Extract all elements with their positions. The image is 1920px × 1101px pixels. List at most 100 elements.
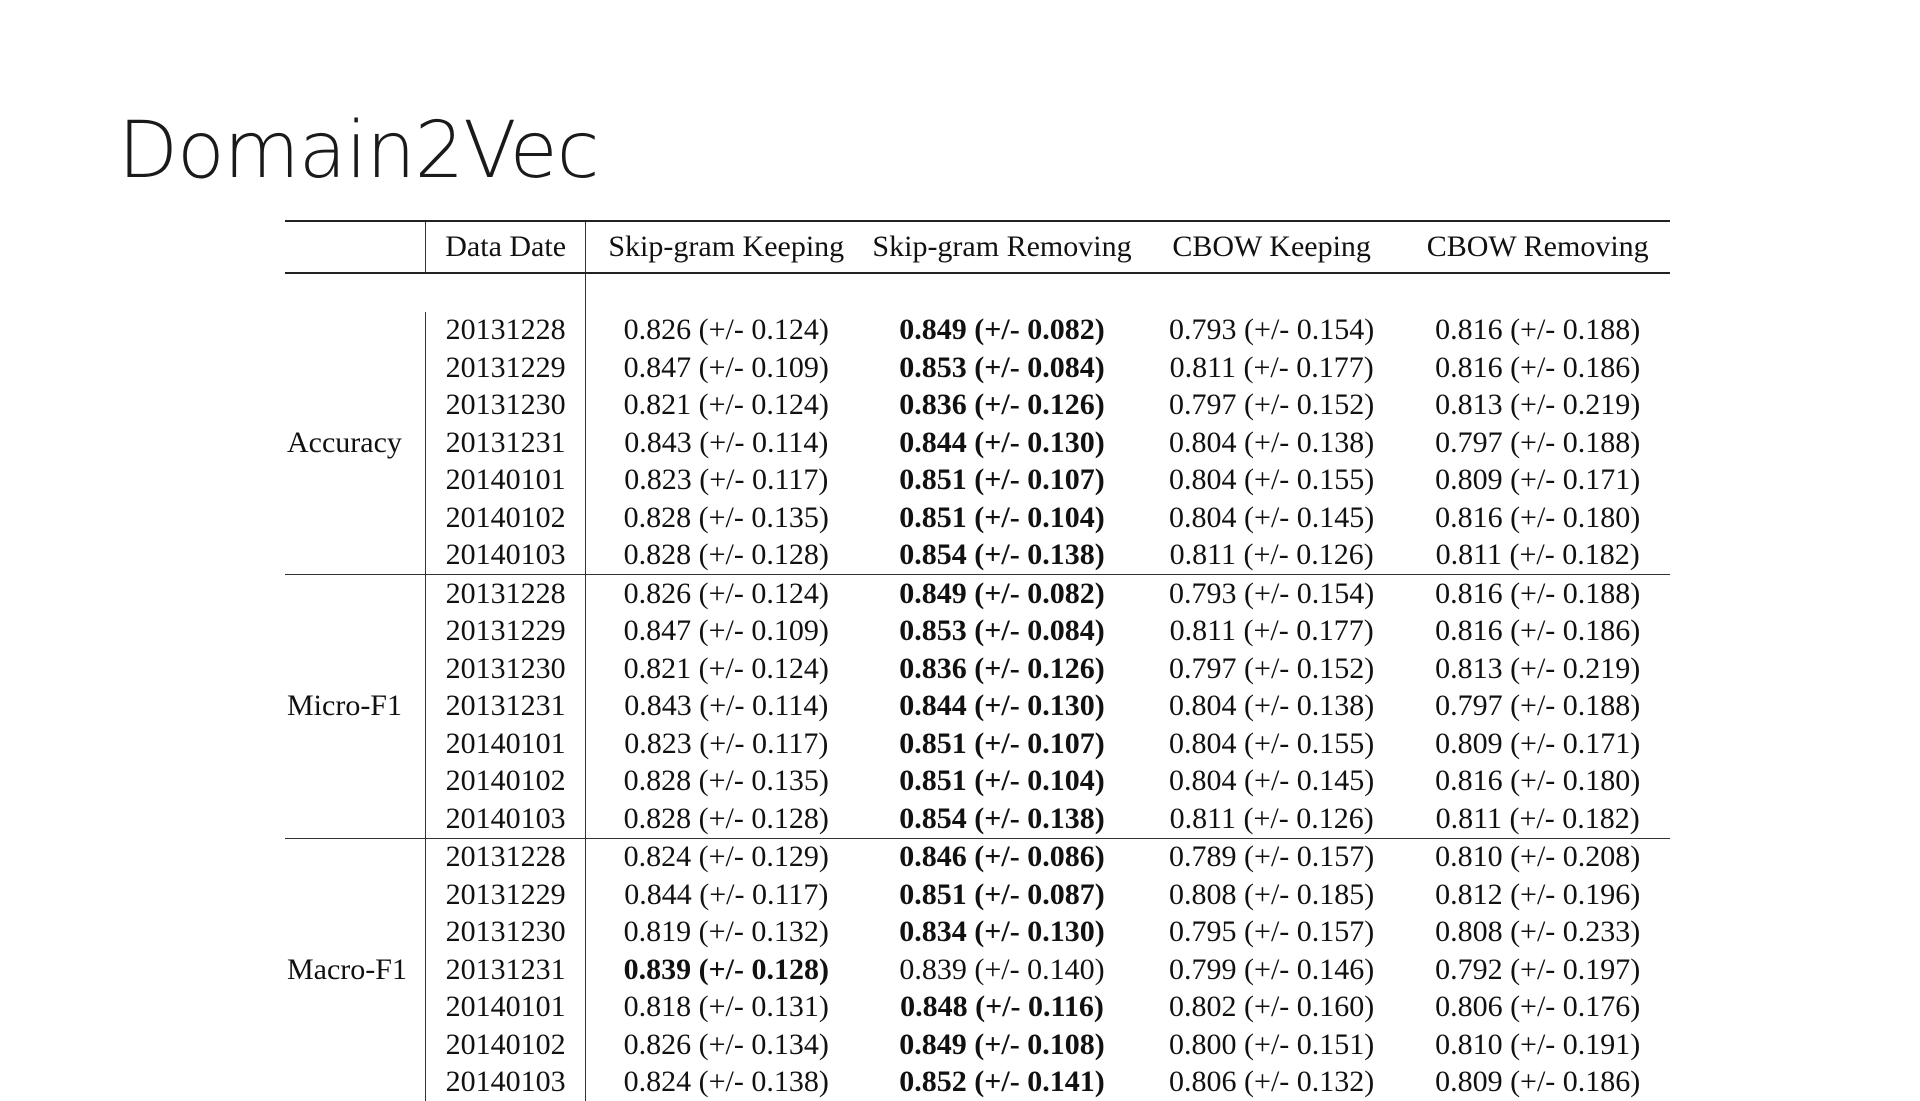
header-metric — [285, 221, 425, 273]
date-cell: 20131228 — [425, 575, 586, 613]
date-cell: 20131231 — [425, 951, 586, 989]
value-cell-skipgram-keeping: 0.847 (+/- 0.109) — [586, 349, 866, 387]
value-cell-skipgram-removing: 0.854 (+/- 0.138) — [866, 800, 1138, 838]
value-cell-cbow-keeping: 0.804 (+/- 0.155) — [1138, 725, 1405, 763]
date-cell: 20131231 — [425, 688, 586, 726]
value-cell-skipgram-removing: 0.849 (+/- 0.082) — [866, 575, 1138, 613]
slide-title: Domain2Vec — [118, 112, 598, 190]
date-cell: 20140103 — [425, 800, 586, 838]
value-cell-skipgram-removing: 0.846 (+/- 0.086) — [866, 838, 1138, 876]
value-cell-skipgram-removing: 0.852 (+/- 0.141) — [866, 1064, 1138, 1101]
value-cell-cbow-keeping: 0.804 (+/- 0.145) — [1138, 763, 1405, 801]
value-cell-cbow-keeping: 0.811 (+/- 0.177) — [1138, 613, 1405, 651]
value-cell-cbow-removing: 0.816 (+/- 0.180) — [1405, 763, 1670, 801]
spacer-cell — [285, 273, 425, 312]
date-cell: 20140101 — [425, 989, 586, 1027]
value-cell-skipgram-removing: 0.836 (+/- 0.126) — [866, 387, 1138, 425]
value-cell-cbow-removing: 0.816 (+/- 0.188) — [1405, 575, 1670, 613]
table-header-row: Data Date Skip-gram Keeping Skip-gram Re… — [285, 221, 1670, 273]
value-cell-cbow-removing: 0.797 (+/- 0.188) — [1405, 688, 1670, 726]
value-cell-skipgram-removing: 0.844 (+/- 0.130) — [866, 688, 1138, 726]
value-cell-cbow-keeping: 0.811 (+/- 0.177) — [1138, 349, 1405, 387]
value-cell-skipgram-keeping: 0.823 (+/- 0.117) — [586, 462, 866, 500]
value-cell-cbow-removing: 0.816 (+/- 0.186) — [1405, 613, 1670, 651]
value-cell-skipgram-keeping: 0.828 (+/- 0.135) — [586, 499, 866, 537]
header-data-date: Data Date — [425, 221, 586, 273]
value-cell-skipgram-removing: 0.854 (+/- 0.138) — [866, 537, 1138, 575]
value-cell-cbow-keeping: 0.808 (+/- 0.185) — [1138, 876, 1405, 914]
value-cell-cbow-removing: 0.810 (+/- 0.208) — [1405, 838, 1670, 876]
value-cell-cbow-keeping: 0.811 (+/- 0.126) — [1138, 800, 1405, 838]
date-cell: 20140102 — [425, 763, 586, 801]
header-skipgram-removing: Skip-gram Removing — [866, 221, 1138, 273]
spacer-cell — [425, 273, 586, 312]
value-cell-skipgram-keeping: 0.828 (+/- 0.128) — [586, 537, 866, 575]
value-cell-cbow-removing: 0.808 (+/- 0.233) — [1405, 914, 1670, 952]
value-cell-cbow-keeping: 0.804 (+/- 0.138) — [1138, 688, 1405, 726]
date-cell: 20140102 — [425, 499, 586, 537]
date-cell: 20131228 — [425, 312, 586, 350]
value-cell-skipgram-removing: 0.849 (+/- 0.108) — [866, 1026, 1138, 1064]
value-cell-skipgram-keeping: 0.828 (+/- 0.128) — [586, 800, 866, 838]
value-cell-skipgram-keeping: 0.843 (+/- 0.114) — [586, 424, 866, 462]
value-cell-cbow-removing: 0.816 (+/- 0.180) — [1405, 499, 1670, 537]
value-cell-skipgram-keeping: 0.819 (+/- 0.132) — [586, 914, 866, 952]
date-cell: 20131231 — [425, 424, 586, 462]
value-cell-cbow-keeping: 0.800 (+/- 0.151) — [1138, 1026, 1405, 1064]
value-cell-cbow-removing: 0.813 (+/- 0.219) — [1405, 650, 1670, 688]
value-cell-cbow-keeping: 0.793 (+/- 0.154) — [1138, 312, 1405, 350]
results-table: Data Date Skip-gram Keeping Skip-gram Re… — [285, 220, 1670, 1101]
value-cell-cbow-removing: 0.809 (+/- 0.186) — [1405, 1064, 1670, 1101]
value-cell-skipgram-removing: 0.851 (+/- 0.087) — [866, 876, 1138, 914]
value-cell-cbow-keeping: 0.804 (+/- 0.155) — [1138, 462, 1405, 500]
value-cell-skipgram-keeping: 0.839 (+/- 0.128) — [586, 951, 866, 989]
metric-label: Accuracy — [285, 312, 425, 575]
value-cell-cbow-removing: 0.816 (+/- 0.186) — [1405, 349, 1670, 387]
value-cell-skipgram-keeping: 0.844 (+/- 0.117) — [586, 876, 866, 914]
value-cell-skipgram-removing: 0.839 (+/- 0.140) — [866, 951, 1138, 989]
header-cbow-keeping: CBOW Keeping — [1138, 221, 1405, 273]
value-cell-cbow-keeping: 0.811 (+/- 0.126) — [1138, 537, 1405, 575]
value-cell-skipgram-keeping: 0.847 (+/- 0.109) — [586, 613, 866, 651]
date-cell: 20140103 — [425, 1064, 586, 1101]
value-cell-skipgram-keeping: 0.826 (+/- 0.134) — [586, 1026, 866, 1064]
date-cell: 20131230 — [425, 387, 586, 425]
value-cell-skipgram-keeping: 0.821 (+/- 0.124) — [586, 387, 866, 425]
value-cell-cbow-keeping: 0.804 (+/- 0.138) — [1138, 424, 1405, 462]
metric-label: Micro-F1 — [285, 575, 425, 839]
value-cell-cbow-removing: 0.809 (+/- 0.171) — [1405, 462, 1670, 500]
date-cell: 20140102 — [425, 1026, 586, 1064]
value-cell-cbow-keeping: 0.797 (+/- 0.152) — [1138, 650, 1405, 688]
value-cell-skipgram-removing: 0.853 (+/- 0.084) — [866, 349, 1138, 387]
value-cell-skipgram-removing: 0.851 (+/- 0.107) — [866, 725, 1138, 763]
value-cell-cbow-removing: 0.810 (+/- 0.191) — [1405, 1026, 1670, 1064]
metric-label: Macro-F1 — [285, 838, 425, 1101]
value-cell-cbow-removing: 0.816 (+/- 0.188) — [1405, 312, 1670, 350]
value-cell-skipgram-removing: 0.836 (+/- 0.126) — [866, 650, 1138, 688]
value-cell-skipgram-keeping: 0.821 (+/- 0.124) — [586, 650, 866, 688]
value-cell-cbow-keeping: 0.806 (+/- 0.132) — [1138, 1064, 1405, 1101]
value-cell-cbow-keeping: 0.804 (+/- 0.145) — [1138, 499, 1405, 537]
header-skipgram-keeping: Skip-gram Keeping — [586, 221, 866, 273]
value-cell-cbow-keeping: 0.797 (+/- 0.152) — [1138, 387, 1405, 425]
value-cell-skipgram-keeping: 0.843 (+/- 0.114) — [586, 688, 866, 726]
spacer-cell — [866, 273, 1138, 312]
date-cell: 20140103 — [425, 537, 586, 575]
value-cell-skipgram-keeping: 0.823 (+/- 0.117) — [586, 725, 866, 763]
value-cell-skipgram-keeping: 0.826 (+/- 0.124) — [586, 575, 866, 613]
value-cell-cbow-removing: 0.792 (+/- 0.197) — [1405, 951, 1670, 989]
date-cell: 20131229 — [425, 349, 586, 387]
value-cell-skipgram-keeping: 0.828 (+/- 0.135) — [586, 763, 866, 801]
